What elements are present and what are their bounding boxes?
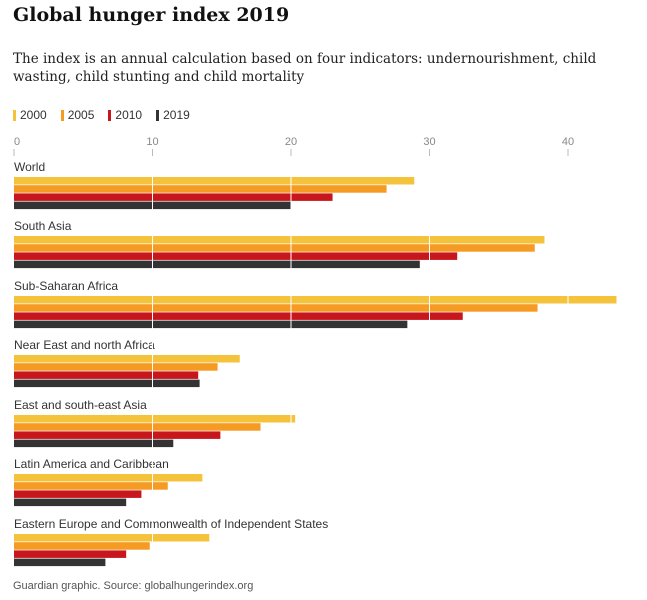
- legend-item-2019: 2019: [156, 108, 190, 122]
- bar-2005: [14, 482, 168, 490]
- legend-item-2000: 2000: [13, 108, 47, 122]
- x-tick-label: 10: [146, 136, 158, 148]
- bar-2010: [14, 431, 221, 439]
- bar-2019: [14, 379, 200, 388]
- source-note: Guardian graphic. Source: globalhungerin…: [13, 580, 254, 592]
- bar-2000: [14, 177, 415, 185]
- category-label: World: [14, 160, 45, 174]
- legend-swatch-2010: [108, 109, 112, 121]
- bar-2010: [14, 490, 142, 498]
- bar-2000: [14, 474, 203, 482]
- category-label: East and south-east Asia: [14, 398, 147, 412]
- legend-label-2010: 2010: [115, 108, 143, 122]
- x-tick-label: 0: [14, 136, 20, 148]
- bar-2000: [14, 355, 240, 363]
- bar-2010: [14, 312, 463, 320]
- chart-subtitle: The index is an annual calculation based…: [13, 51, 597, 85]
- legend-label-2019: 2019: [163, 108, 190, 122]
- legend-label-2005: 2005: [67, 108, 95, 122]
- x-tick-label: 30: [423, 136, 435, 148]
- legend-swatch-2019: [156, 109, 160, 121]
- bar-2005: [14, 244, 535, 252]
- category-label: Eastern Europe and Commonwealth of Indep…: [14, 517, 328, 531]
- bar-2010: [14, 550, 127, 558]
- bar-2010: [14, 193, 333, 201]
- legend-swatch-2000: [13, 109, 16, 121]
- bar-2005: [14, 423, 261, 431]
- bar-2019: [14, 439, 174, 448]
- bar-2019: [14, 498, 127, 507]
- legend-label-2000: 2000: [20, 108, 47, 122]
- bar-2005: [14, 304, 538, 312]
- bar-2000: [14, 296, 617, 304]
- legend: 2000 2005 2010 2019: [13, 108, 190, 122]
- chart-title: Global hunger index 2019: [13, 4, 290, 26]
- bar-2000: [14, 236, 545, 244]
- bar-2005: [14, 363, 218, 371]
- bar-2010: [14, 371, 199, 379]
- bar-2000: [14, 534, 210, 542]
- bar-2005: [14, 185, 387, 193]
- legend-item-2010: 2010: [108, 108, 142, 122]
- category-label: Near East and north Africa: [14, 338, 155, 352]
- category-label: Latin America and Caribbean: [14, 457, 169, 471]
- bar-2010: [14, 252, 458, 260]
- bar-2019: [14, 260, 420, 269]
- category-label: Sub-Saharan Africa: [14, 279, 118, 293]
- x-tick-label: 20: [285, 136, 297, 148]
- x-tick-label: 40: [562, 136, 574, 148]
- bar-2000: [14, 415, 296, 423]
- bar-2019: [14, 320, 408, 329]
- legend-swatch-2005: [60, 109, 64, 121]
- bar-2019: [14, 558, 106, 567]
- legend-item-2005: 2005: [60, 108, 95, 122]
- category-label: South Asia: [14, 219, 72, 233]
- bar-2005: [14, 542, 150, 550]
